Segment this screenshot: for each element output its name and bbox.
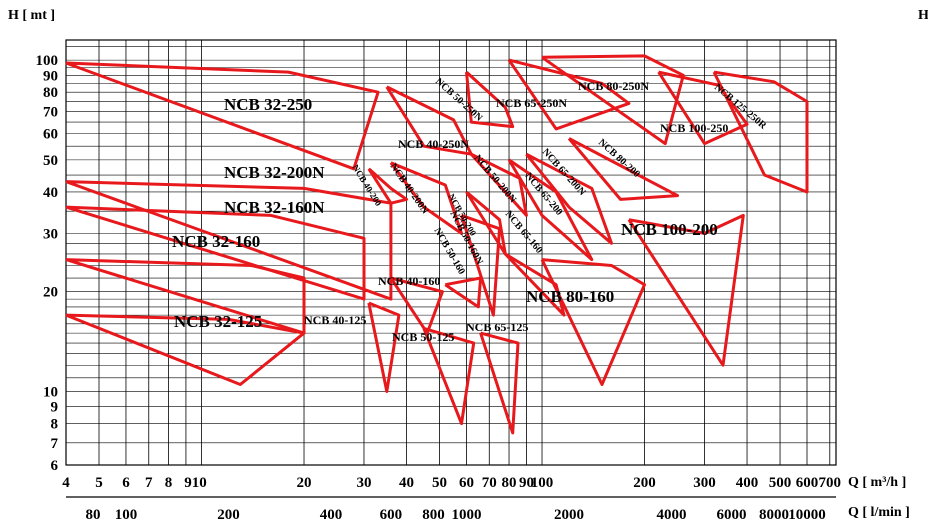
- x-tick-label-lmin: 10000: [788, 507, 826, 523]
- x-tick-label-m3h: 7: [145, 475, 153, 491]
- label-ncb-32-250: NCB 32-250: [224, 95, 312, 114]
- curve-ncb-40-125: [367, 301, 401, 393]
- x-tick-label-lmin: 4000: [656, 507, 686, 523]
- x-tick-label-lmin: 2000: [554, 507, 584, 523]
- label-ncb-80-160: NCB 80-160: [526, 287, 614, 306]
- x-tick-label-m3h: 40: [399, 475, 414, 491]
- label-ncb-80-250n: NCB 80-250N: [578, 79, 649, 93]
- curve-ncb-50-160n: [460, 213, 501, 317]
- label-ncb-32-160n: NCB 32-160N: [224, 198, 325, 217]
- x-tick-label-m3h: 4: [62, 475, 70, 491]
- x-axis-label-m3h: Q [ m³/h ]: [848, 475, 906, 490]
- y-tick-label: 30: [43, 226, 58, 242]
- x-axis-label-lmin: Q [ l/min ]: [848, 505, 910, 520]
- x-tick-label-m3h: 70: [482, 475, 497, 491]
- y-tick-label: 40: [43, 185, 58, 201]
- label-ncb-32-125: NCB 32-125: [174, 312, 262, 331]
- x-tick-label-m3h: 8: [165, 475, 173, 491]
- y-tick-label: 50: [43, 153, 58, 169]
- label-ncb-40-250n: NCB 40-250N: [398, 137, 469, 151]
- x-tick-label-lmin: 6000: [716, 507, 746, 523]
- x-tick-label-m3h: 90: [519, 475, 534, 491]
- label-ncb-32-160: NCB 32-160: [172, 232, 260, 251]
- x-tick-label-m3h: 5: [95, 475, 103, 491]
- curve-ncb-80-160: [540, 258, 646, 386]
- curve-ncb-65-125: [479, 331, 520, 435]
- x-tick-label-lmin: 80: [85, 507, 100, 523]
- y-tick-label: 6: [51, 458, 59, 474]
- curve-ncb-40-200: [367, 167, 408, 205]
- x-tick-label-m3h: 700: [819, 475, 842, 491]
- label-ncb-40-125: NCB 40-125: [304, 313, 366, 327]
- x-tick-label-m3h: 30: [356, 475, 371, 491]
- x-tick-label-m3h: 200: [633, 475, 656, 491]
- curve-ncb-50-160: [444, 276, 483, 309]
- curve-ncb-32-160: [65, 258, 306, 335]
- x-tick-label-m3h: 400: [736, 475, 759, 491]
- curve-ncb-40-200n: [389, 161, 463, 235]
- y-tick-label: 70: [43, 104, 58, 120]
- x-tick-label-m3h: 20: [297, 475, 312, 491]
- curve-ncb-32-250: [65, 61, 380, 171]
- curve-ncb-125-250r: [712, 70, 809, 194]
- x-tick-label-m3h: 600: [796, 475, 819, 491]
- x-tick-label-m3h: 300: [693, 475, 716, 491]
- y-tick-label: 60: [43, 127, 58, 143]
- y-tick-label: 100: [36, 53, 59, 69]
- curve-ncb-65-200: [507, 158, 594, 262]
- x-tick-label-m3h: 100: [531, 475, 554, 491]
- curve-ncb-80-200: [567, 137, 679, 201]
- y-tick-label: 90: [43, 68, 58, 84]
- x-tick-label-m3h: 500: [769, 475, 792, 491]
- curve-ncb-65-250n: [507, 58, 631, 131]
- x-tick-label-m3h: 6: [122, 475, 130, 491]
- curve-ncb-80-250n: [541, 54, 685, 146]
- label-ncb-50-125: NCB 50-125: [392, 330, 454, 344]
- label-ncb-100-250: NCB 100-250: [660, 121, 728, 135]
- curve-ncb-100-200: [627, 213, 745, 367]
- label-ncb-65-125: NCB 65-125: [466, 320, 528, 334]
- x-tick-label-m3h: 910: [184, 475, 207, 491]
- x-tick-label-lmin: 800: [422, 507, 445, 523]
- curve-ncb-50-200n: [470, 152, 528, 217]
- y-tick-label: 80: [43, 85, 58, 101]
- x-tick-label-lmin: 100: [115, 507, 138, 523]
- curve-ncb-65-200n: [525, 152, 613, 245]
- y-tick-label: 10: [43, 384, 58, 400]
- y-tick-label: 20: [43, 285, 58, 301]
- label-ncb-65-250n: NCB 65-250N: [496, 96, 567, 110]
- label-ncb-32-200n: NCB 32-200N: [224, 163, 325, 182]
- curve-ncb-50-250n: [465, 70, 515, 129]
- y-tick-label: 7: [51, 436, 59, 452]
- curves: [65, 54, 809, 435]
- curve-ncb-32-160n: [65, 205, 366, 301]
- label-ncb-100-200: NCB 100-200: [621, 220, 718, 239]
- x-tick-label-m3h: 80: [502, 475, 517, 491]
- y-tick-label: 9: [51, 400, 59, 416]
- x-tick-label-lmin: 400: [320, 507, 343, 523]
- x-tick-label-m3h: 60: [459, 475, 474, 491]
- x-tick-label-lmin: 8000: [759, 507, 789, 523]
- x-tick-label-lmin: 200: [217, 507, 240, 523]
- x-tick-label-lmin: 600: [380, 507, 403, 523]
- x-tick-label-m3h: 50: [432, 475, 447, 491]
- x-tick-labels-lmin: 80 100 200 400 600 800 1000 2000 4000 6000 8000 100…: [85, 507, 825, 523]
- label-ncb-40-160: NCB 40-160: [378, 274, 440, 288]
- curve-ncb-40-160: [389, 276, 444, 335]
- curve-ncb-100-250: [657, 70, 749, 146]
- y-tick-label: 8: [51, 417, 59, 433]
- y-axis-label: H [ mt ]: [8, 8, 55, 23]
- x-tick-label-lmin: 1000: [451, 507, 481, 523]
- corner-label: H: [918, 8, 928, 23]
- curve-ncb-50-200: [465, 190, 507, 256]
- curve-ncb-50-125: [422, 326, 476, 426]
- grid: [65, 40, 836, 466]
